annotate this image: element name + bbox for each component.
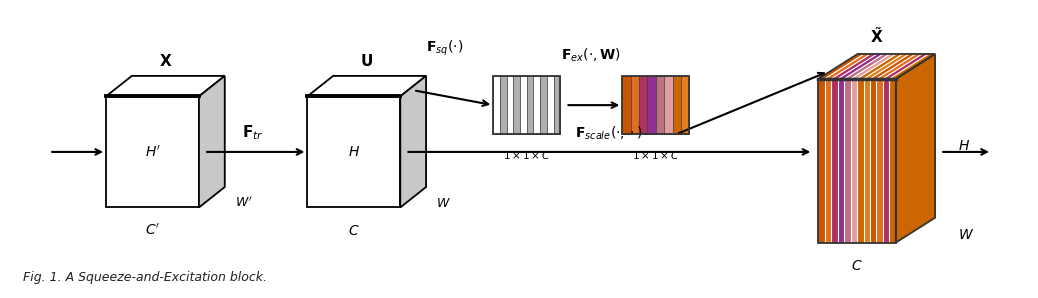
Text: $\mathbf{F}_{scale}(\cdot,\cdot)$: $\mathbf{F}_{scale}(\cdot,\cdot)$ xyxy=(575,124,644,142)
Polygon shape xyxy=(896,54,935,243)
Polygon shape xyxy=(844,79,851,243)
Polygon shape xyxy=(890,79,896,243)
Polygon shape xyxy=(851,79,857,243)
Polygon shape xyxy=(831,79,838,243)
Text: $\mathbf{F}_{sq}(\cdot)$: $\mathbf{F}_{sq}(\cdot)$ xyxy=(426,39,463,58)
Polygon shape xyxy=(818,54,864,79)
Text: $W'$: $W'$ xyxy=(235,196,252,210)
Polygon shape xyxy=(825,79,831,243)
Polygon shape xyxy=(870,79,876,243)
Polygon shape xyxy=(553,76,561,134)
Polygon shape xyxy=(876,54,922,79)
Polygon shape xyxy=(851,54,897,79)
Polygon shape xyxy=(648,76,656,134)
Text: $\tilde{\mathbf{X}}$: $\tilde{\mathbf{X}}$ xyxy=(870,27,883,46)
Polygon shape xyxy=(857,54,903,79)
Polygon shape xyxy=(838,54,883,79)
Polygon shape xyxy=(493,76,500,134)
Text: $H$: $H$ xyxy=(348,145,360,159)
Text: $1\times1\times C$: $1\times1\times C$ xyxy=(632,149,680,161)
Text: $C$: $C$ xyxy=(851,259,863,273)
Text: $H$: $H$ xyxy=(958,139,969,153)
Polygon shape xyxy=(681,76,689,134)
Text: $W$: $W$ xyxy=(958,228,974,242)
Polygon shape xyxy=(106,76,225,96)
Polygon shape xyxy=(857,79,864,243)
Polygon shape xyxy=(883,54,929,79)
Text: Fig. 1. A Squeeze-and-Excitation block.: Fig. 1. A Squeeze-and-Excitation block. xyxy=(24,271,268,283)
Polygon shape xyxy=(883,79,890,243)
Polygon shape xyxy=(307,76,426,96)
Polygon shape xyxy=(838,79,844,243)
Polygon shape xyxy=(639,76,648,134)
Polygon shape xyxy=(534,76,540,134)
Polygon shape xyxy=(520,76,526,134)
Text: $\mathbf{F}_{ex}(\cdot,\mathbf{W})$: $\mathbf{F}_{ex}(\cdot,\mathbf{W})$ xyxy=(562,47,622,64)
Polygon shape xyxy=(631,76,639,134)
Polygon shape xyxy=(844,54,890,79)
Polygon shape xyxy=(199,76,225,207)
Polygon shape xyxy=(870,54,916,79)
Polygon shape xyxy=(500,76,507,134)
Text: $W$: $W$ xyxy=(436,197,452,209)
Text: $\mathbf{X}$: $\mathbf{X}$ xyxy=(159,53,172,69)
Text: $1\times1\times C$: $1\times1\times C$ xyxy=(502,149,551,161)
Polygon shape xyxy=(622,76,631,134)
Polygon shape xyxy=(876,79,883,243)
Text: $C'$: $C'$ xyxy=(145,223,160,238)
Polygon shape xyxy=(864,79,870,243)
Polygon shape xyxy=(514,76,520,134)
Text: $\mathbf{F}_{tr}$: $\mathbf{F}_{tr}$ xyxy=(242,124,264,142)
Polygon shape xyxy=(673,76,681,134)
Polygon shape xyxy=(401,76,426,207)
Polygon shape xyxy=(890,54,935,79)
Text: $\mathbf{U}$: $\mathbf{U}$ xyxy=(360,53,374,69)
Polygon shape xyxy=(864,54,909,79)
Polygon shape xyxy=(825,54,871,79)
Polygon shape xyxy=(307,96,401,207)
Polygon shape xyxy=(507,76,514,134)
Text: $H'$: $H'$ xyxy=(144,144,161,159)
Polygon shape xyxy=(540,76,547,134)
Polygon shape xyxy=(106,96,199,207)
Polygon shape xyxy=(547,76,553,134)
Polygon shape xyxy=(831,54,877,79)
Polygon shape xyxy=(818,79,825,243)
Polygon shape xyxy=(656,76,664,134)
Text: $C$: $C$ xyxy=(348,224,359,238)
Polygon shape xyxy=(526,76,534,134)
Polygon shape xyxy=(664,76,673,134)
